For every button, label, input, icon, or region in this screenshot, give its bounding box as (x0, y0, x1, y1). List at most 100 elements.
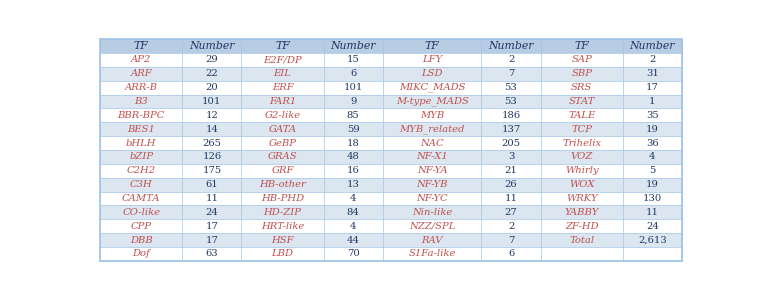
Text: GATA: GATA (269, 125, 297, 134)
Bar (541, 122, 623, 136)
Bar (541, 67, 623, 81)
Bar (383, 178, 481, 192)
Text: 7: 7 (508, 236, 514, 245)
Text: NF-X1: NF-X1 (417, 152, 448, 161)
Text: 17: 17 (205, 236, 218, 245)
Bar (541, 247, 623, 261)
Text: HRT-like: HRT-like (261, 222, 304, 231)
Bar (383, 94, 481, 108)
Text: 53: 53 (504, 83, 517, 92)
Text: NZZ/SPL: NZZ/SPL (409, 222, 456, 231)
Text: bHLH: bHLH (126, 139, 156, 148)
Text: HD-ZIP: HD-ZIP (263, 208, 301, 217)
Text: Nin-like: Nin-like (412, 208, 452, 217)
Bar (324, 39, 383, 53)
Text: 11: 11 (205, 194, 218, 203)
Text: CAMTA: CAMTA (122, 194, 160, 203)
Bar (241, 178, 324, 192)
Bar (241, 108, 324, 122)
Text: MYB: MYB (420, 111, 444, 120)
Text: 130: 130 (642, 194, 662, 203)
Text: 63: 63 (205, 249, 218, 258)
Text: MYB_related: MYB_related (400, 124, 465, 134)
Text: RAV: RAV (421, 236, 443, 245)
Bar (241, 67, 324, 81)
Text: 14: 14 (205, 125, 218, 134)
Bar (100, 150, 182, 164)
Text: SAP: SAP (571, 55, 592, 64)
Bar (541, 192, 623, 206)
Bar (481, 108, 541, 122)
Text: EIL: EIL (274, 69, 291, 78)
Text: SRS: SRS (571, 83, 592, 92)
Bar (481, 192, 541, 206)
Text: CPP: CPP (130, 222, 152, 231)
Bar (324, 178, 383, 192)
Bar (541, 178, 623, 192)
Bar (100, 192, 182, 206)
Text: 85: 85 (347, 111, 359, 120)
Text: 36: 36 (646, 139, 658, 148)
Bar (383, 53, 481, 67)
Bar (623, 108, 682, 122)
Text: LSD: LSD (421, 69, 443, 78)
Text: 21: 21 (504, 166, 517, 175)
Text: 15: 15 (347, 55, 359, 64)
Bar (383, 108, 481, 122)
Bar (241, 192, 324, 206)
Text: 17: 17 (646, 83, 658, 92)
Text: 175: 175 (202, 166, 221, 175)
Bar (182, 53, 241, 67)
Text: C2H2: C2H2 (127, 166, 156, 175)
Bar (100, 108, 182, 122)
Text: 265: 265 (202, 139, 221, 148)
Bar (324, 192, 383, 206)
Text: 48: 48 (347, 152, 359, 161)
Text: ARR-B: ARR-B (124, 83, 158, 92)
Text: Whirly: Whirly (565, 166, 598, 175)
Text: 24: 24 (205, 208, 218, 217)
Bar (182, 192, 241, 206)
Text: BBR-BPC: BBR-BPC (118, 111, 165, 120)
Bar (100, 94, 182, 108)
Bar (623, 233, 682, 247)
Bar (324, 233, 383, 247)
Bar (241, 206, 324, 219)
Bar (241, 39, 324, 53)
Bar (541, 206, 623, 219)
Text: 4: 4 (350, 194, 356, 203)
Bar (241, 150, 324, 164)
Bar (241, 247, 324, 261)
Text: 4: 4 (649, 152, 655, 161)
Bar (481, 150, 541, 164)
Text: 11: 11 (646, 208, 659, 217)
Text: G2-like: G2-like (265, 111, 301, 120)
Bar (383, 67, 481, 81)
Text: HSF: HSF (271, 236, 294, 245)
Text: 2: 2 (508, 222, 514, 231)
Text: 31: 31 (646, 69, 658, 78)
Text: HB-other: HB-other (259, 180, 306, 189)
Text: GRF: GRF (272, 166, 294, 175)
Bar (383, 122, 481, 136)
Bar (623, 39, 682, 53)
Bar (182, 247, 241, 261)
Text: STAT: STAT (568, 97, 595, 106)
Text: NAC: NAC (420, 139, 444, 148)
Text: 16: 16 (347, 166, 359, 175)
Text: NF-YB: NF-YB (417, 180, 448, 189)
Text: CO-like: CO-like (122, 208, 160, 217)
Bar (324, 150, 383, 164)
Bar (541, 53, 623, 67)
Bar (383, 164, 481, 178)
Text: HB-PHD: HB-PHD (261, 194, 304, 203)
Bar (182, 178, 241, 192)
Bar (541, 108, 623, 122)
Bar (100, 233, 182, 247)
Bar (241, 164, 324, 178)
Bar (623, 136, 682, 150)
Text: TALE: TALE (568, 111, 595, 120)
Bar (623, 192, 682, 206)
Bar (623, 164, 682, 178)
Bar (623, 206, 682, 219)
